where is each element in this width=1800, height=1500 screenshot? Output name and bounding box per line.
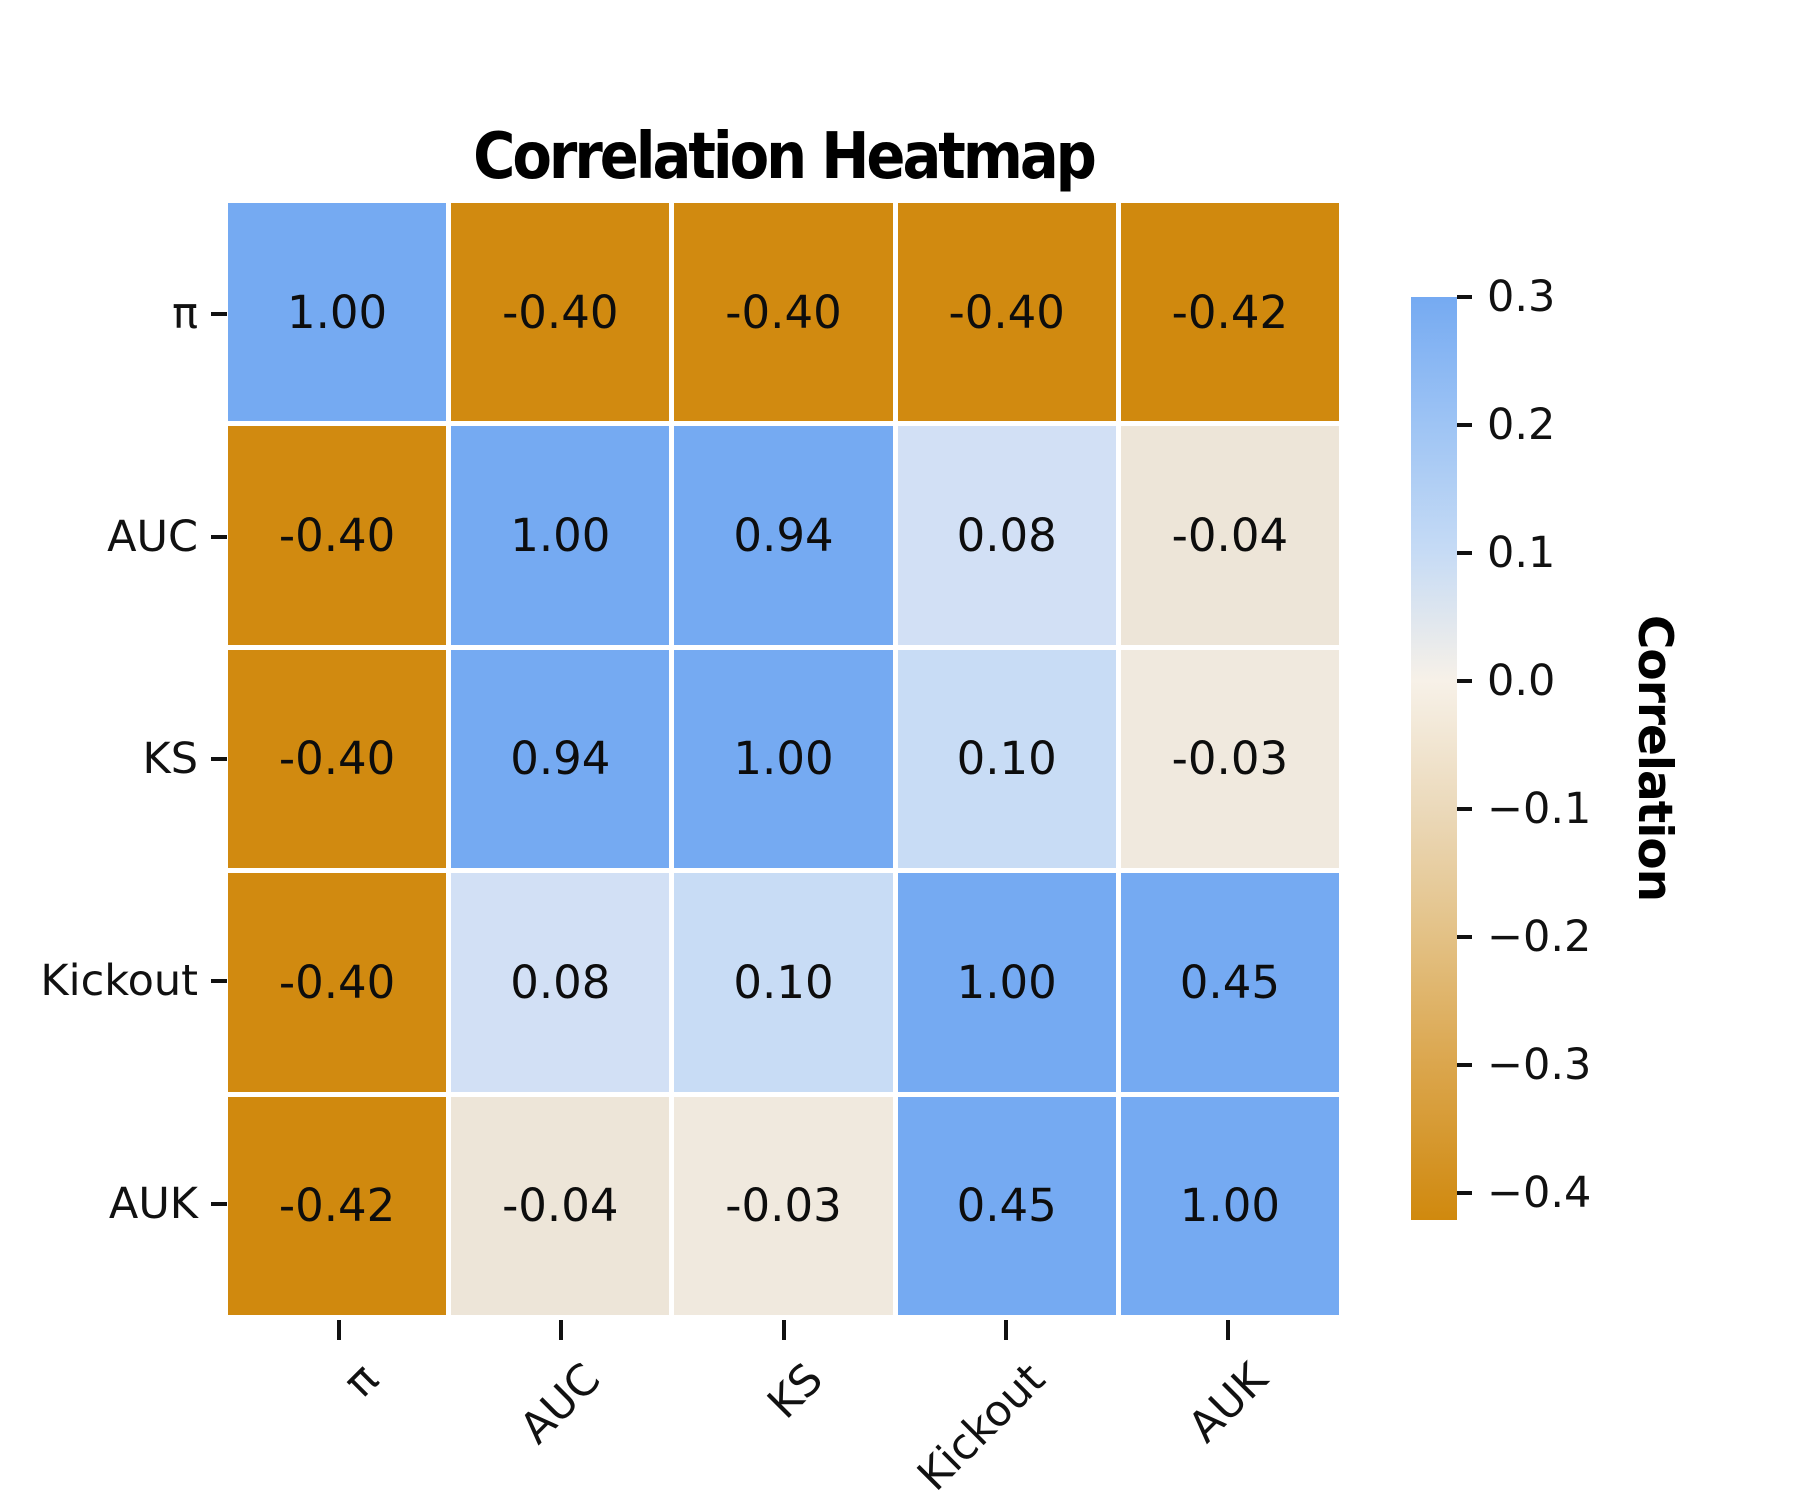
heatmap-cell-AUK-KS: -0.03 <box>674 1096 893 1315</box>
colorbar-label: Correlation <box>1627 614 1682 902</box>
y-axis-tick <box>211 979 227 984</box>
x-axis-label-AUK: AUK <box>1178 1354 1278 1453</box>
colorbar-tick-label: −0.3 <box>1487 1040 1592 1091</box>
y-axis-label-π: π <box>172 289 198 340</box>
colorbar-tick-label: 0.0 <box>1487 656 1556 707</box>
x-axis-label-AUC: AUC <box>511 1354 611 1454</box>
chart-title: Correlation Heatmap <box>473 120 1097 194</box>
heatmap-cell-π-Kickout: -0.40 <box>897 203 1116 422</box>
heatmap-cell-π-AUK: -0.42 <box>1120 203 1339 422</box>
heatmap-cell-AUK-AUC: -0.04 <box>451 1096 670 1315</box>
colorbar-tick-label: −0.2 <box>1487 912 1592 963</box>
colorbar-tick-label: 0.1 <box>1487 528 1556 579</box>
heatmap-cell-Kickout-Kickout: 1.00 <box>897 873 1116 1092</box>
heatmap-cell-Kickout-AUC: 0.08 <box>451 873 670 1092</box>
heatmap-cell-AUC-AUC: 1.00 <box>451 426 670 645</box>
x-axis-label-Kickout: Kickout <box>908 1354 1056 1500</box>
heatmap-grid: 1.00 -0.40 -0.40 -0.40 -0.42 -0.40 1.00 0.94 0.0… <box>228 203 1339 1315</box>
colorbar-tick-label: 0.2 <box>1487 400 1556 451</box>
y-axis-label-KS: KS <box>142 734 199 784</box>
heatmap-cell-KS-AUK: -0.03 <box>1120 649 1339 869</box>
colorbar-tick <box>1457 679 1472 684</box>
colorbar-tick <box>1457 423 1472 428</box>
colorbar-tick <box>1457 1191 1472 1196</box>
colorbar-tick <box>1457 807 1472 812</box>
heatmap-cell-AUK-AUK: 1.00 <box>1120 1096 1339 1315</box>
heatmap-cell-AUC-Kickout: 0.08 <box>897 426 1116 645</box>
heatmap-cell-Kickout-KS: 0.10 <box>674 873 893 1092</box>
heatmap-cell-KS-AUC: 0.94 <box>451 649 670 869</box>
x-axis-tick <box>559 1320 564 1340</box>
y-axis-tick <box>211 1201 227 1206</box>
heatmap-cell-π-AUC: -0.40 <box>451 203 670 422</box>
x-axis-tick <box>781 1320 786 1340</box>
x-axis-label-KS: KS <box>758 1354 833 1429</box>
colorbar-tick <box>1457 1063 1472 1068</box>
x-axis-tick <box>337 1320 342 1340</box>
heatmap-cell-KS-KS: 1.00 <box>674 649 893 869</box>
heatmap-cell-AUC-AUK: -0.04 <box>1120 426 1339 645</box>
colorbar-tick <box>1457 295 1472 299</box>
x-axis-tick <box>1003 1320 1008 1340</box>
y-axis-tick <box>211 757 227 761</box>
y-axis-tick <box>211 312 227 317</box>
colorbar-tick <box>1457 935 1472 940</box>
heatmap-cell-AUK-Kickout: 0.45 <box>897 1096 1116 1315</box>
y-axis-label-Kickout: Kickout <box>40 956 198 1007</box>
heatmap-cell-AUC-KS: 0.94 <box>674 426 893 645</box>
colorbar-tick-label: −0.1 <box>1487 784 1592 835</box>
colorbar <box>1411 297 1457 1220</box>
colorbar-tick <box>1457 551 1472 556</box>
x-axis-label-π: π <box>334 1354 389 1408</box>
heatmap-cell-Kickout-π: -0.40 <box>228 873 447 1092</box>
heatmap-cell-KS-Kickout: 0.10 <box>897 649 1116 869</box>
colorbar-tick-label: 0.3 <box>1487 272 1556 322</box>
heatmap-cell-Kickout-AUK: 0.45 <box>1120 873 1339 1092</box>
heatmap-cell-AUC-π: -0.40 <box>228 426 447 645</box>
y-axis-tick <box>211 534 227 539</box>
x-axis-tick <box>1225 1320 1230 1340</box>
heatmap-cell-KS-π: -0.40 <box>228 649 447 869</box>
y-axis-label-AUK: AUK <box>108 1178 198 1229</box>
y-axis-label-AUC: AUC <box>107 511 198 562</box>
heatmap-cell-π-π: 1.00 <box>228 203 447 422</box>
heatmap-cell-π-KS: -0.40 <box>674 203 893 422</box>
heatmap-cell-AUK-π: -0.42 <box>228 1096 447 1315</box>
colorbar-tick-label: −0.4 <box>1487 1168 1592 1219</box>
